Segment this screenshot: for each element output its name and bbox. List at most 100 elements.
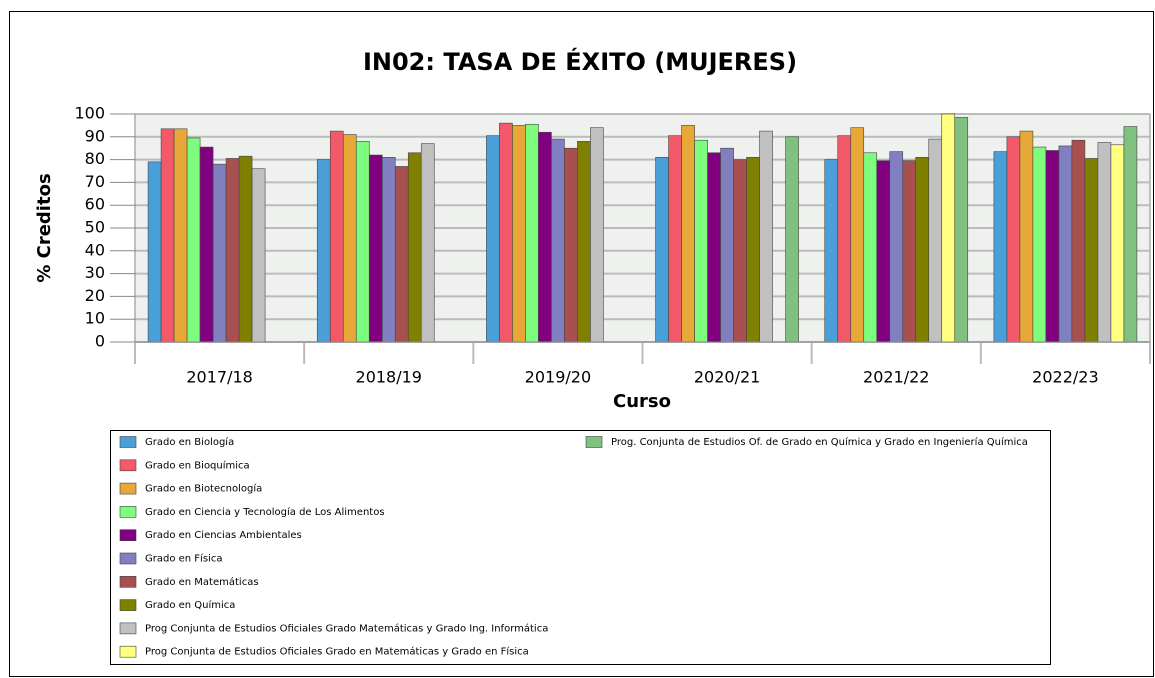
bar	[147, 161, 162, 343]
bar	[1097, 142, 1112, 343]
bar	[707, 152, 721, 343]
bar	[876, 160, 891, 343]
bar	[837, 135, 852, 343]
bar	[160, 128, 175, 343]
x-tick-label: 2020/21	[694, 368, 760, 387]
bar	[915, 157, 930, 343]
bar	[889, 151, 904, 343]
x-tick-label: 2022/23	[1032, 368, 1098, 387]
y-tick-label: 0	[95, 332, 105, 351]
legend-label: Prog Conjunta de Estudios Oficiales Grad…	[145, 646, 529, 658]
bar	[186, 137, 201, 343]
bar	[1045, 150, 1060, 343]
bar	[681, 125, 695, 343]
x-tick-label: 2019/20	[525, 368, 591, 387]
bar	[1019, 130, 1034, 343]
legend-swatch	[119, 506, 137, 518]
legend-label: Prog Conjunta de Estudios Oficiales Grad…	[145, 622, 548, 634]
legend-swatch	[119, 552, 137, 565]
bar	[1084, 158, 1099, 343]
legend-swatch	[119, 645, 137, 658]
bar	[551, 138, 565, 343]
y-axis-label: % Creditos	[34, 173, 55, 282]
bar	[993, 151, 1008, 343]
legend-swatch	[119, 436, 137, 448]
legend-label: Grado en Ciencia y Tecnología de Los Ali…	[145, 506, 385, 518]
bar	[720, 147, 734, 343]
bar	[394, 166, 409, 343]
bar	[850, 127, 865, 343]
bar	[486, 135, 500, 343]
bar	[655, 157, 669, 343]
y-tick-label: 10	[85, 309, 105, 328]
bar	[1032, 146, 1047, 343]
bar	[251, 168, 266, 343]
legend-swatch	[119, 459, 137, 472]
bar	[173, 128, 188, 343]
bar	[525, 123, 539, 343]
bar	[954, 117, 969, 343]
bar	[941, 113, 956, 343]
bar	[863, 152, 878, 343]
y-tick-label: 90	[85, 126, 105, 145]
legend-label: Grado en Química	[145, 599, 235, 611]
legend-label: Grado en Bioquímica	[145, 459, 250, 471]
bar	[381, 157, 396, 343]
bar	[1006, 136, 1021, 343]
bar	[1123, 126, 1138, 343]
bar	[733, 159, 747, 343]
x-tick-label: 2021/22	[863, 368, 929, 387]
legend-label: Grado en Ciencias Ambientales	[145, 530, 302, 541]
bar	[420, 143, 435, 343]
y-tick-label: 40	[85, 240, 105, 259]
chart-title: IN02: TASA DE ÉXITO (MUJERES)	[363, 47, 797, 76]
legend-swatch	[119, 575, 137, 588]
bar	[238, 155, 253, 343]
legend-swatch	[585, 436, 603, 448]
bar	[342, 134, 357, 343]
y-tick-label: 80	[85, 149, 105, 168]
bar	[538, 131, 552, 343]
bar	[902, 160, 917, 343]
legend-label: Grado en Física	[145, 553, 222, 565]
bar	[928, 138, 943, 343]
legend-label: Grado en Biología	[145, 436, 234, 448]
y-tick-label: 20	[85, 286, 105, 305]
bar	[694, 139, 708, 343]
bar	[512, 125, 526, 343]
legend-label: Prog. Conjunta de Estudios Of. de Grado …	[611, 436, 1028, 448]
x-axis-label: Curso	[613, 391, 671, 412]
bar	[368, 154, 383, 343]
bar	[590, 127, 604, 343]
bar	[759, 130, 773, 343]
bar	[1071, 139, 1086, 343]
bar	[329, 130, 344, 343]
bar	[407, 152, 422, 343]
y-tick-label: 70	[85, 172, 105, 191]
bar	[746, 157, 760, 343]
bar	[499, 122, 513, 343]
y-tick-label: 100	[74, 104, 105, 123]
bar	[577, 141, 591, 343]
bar	[1110, 144, 1125, 343]
bar	[316, 159, 331, 343]
bar	[785, 136, 799, 343]
legend-swatch	[119, 622, 137, 635]
y-tick-label: 30	[85, 263, 105, 282]
legend-swatch	[119, 599, 137, 611]
bar	[212, 163, 227, 343]
bar	[824, 159, 839, 343]
bar	[1058, 145, 1073, 343]
x-tick-label: 2018/19	[356, 368, 422, 387]
bar	[199, 146, 214, 343]
bar	[225, 158, 240, 343]
bar	[355, 141, 370, 343]
x-tick-label: 2017/18	[186, 368, 252, 387]
legend-label: Grado en Matemáticas	[145, 576, 259, 588]
y-tick-label: 60	[85, 195, 105, 214]
bar	[564, 147, 578, 343]
legend-swatch	[119, 529, 137, 542]
y-tick-label: 50	[85, 218, 105, 237]
legend	[110, 430, 1051, 665]
